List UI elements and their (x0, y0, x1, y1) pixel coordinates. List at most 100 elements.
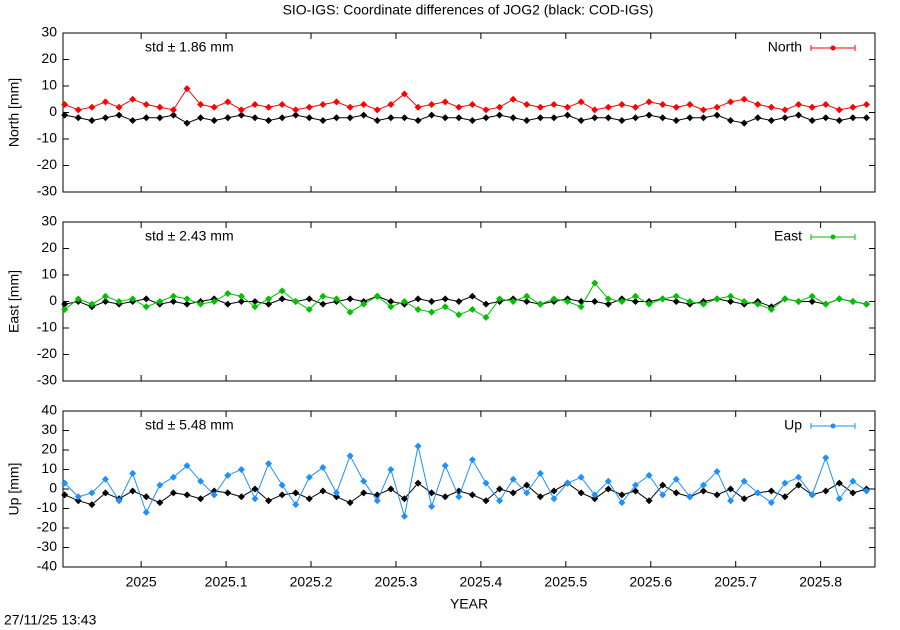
data-point (74, 106, 82, 114)
data-point (767, 103, 775, 111)
data-point (849, 114, 857, 122)
data-point (604, 103, 612, 111)
data-point (822, 101, 830, 109)
data-point (197, 300, 205, 308)
data-point (822, 114, 830, 122)
legend-label: Up (784, 417, 802, 433)
data-point (346, 499, 354, 507)
y-tick-label: 0 (49, 103, 57, 119)
y-tick-label: 20 (41, 441, 57, 457)
data-point (781, 295, 789, 303)
data-point (197, 101, 205, 109)
data-point (210, 103, 218, 111)
data-point (88, 489, 96, 497)
data-point (183, 85, 191, 93)
data-point (686, 114, 694, 122)
data-point (550, 101, 558, 109)
data-point (129, 487, 137, 495)
data-point (101, 475, 109, 483)
data-point (414, 103, 422, 111)
data-point (400, 298, 408, 305)
data-point (523, 116, 531, 124)
data-point (618, 491, 626, 499)
data-point (115, 298, 123, 305)
data-point (305, 295, 313, 303)
data-point (468, 101, 476, 109)
y-tick-label: 30 (41, 24, 57, 40)
data-point (754, 489, 762, 497)
data-point (591, 279, 599, 287)
data-point (686, 493, 694, 501)
x-tick-label: 2025.2 (290, 574, 333, 590)
data-point (237, 493, 245, 501)
data-point (251, 298, 259, 305)
data-point (550, 295, 558, 303)
y-tick-label: 30 (41, 213, 57, 229)
data-point (278, 491, 286, 499)
data-point (672, 103, 680, 111)
data-point (631, 487, 639, 495)
data-point (713, 467, 721, 475)
data-point (455, 493, 463, 501)
data-point (142, 303, 150, 311)
data-point (88, 300, 96, 308)
data-point (767, 499, 775, 507)
data-point (618, 116, 626, 124)
data-point (360, 101, 368, 109)
data-point (129, 116, 137, 124)
data-point (686, 101, 694, 109)
data-point (849, 489, 857, 497)
y-tick-label: 20 (41, 239, 57, 255)
data-point (808, 292, 816, 300)
data-point (849, 103, 857, 111)
data-point (61, 479, 69, 487)
data-point (400, 495, 408, 503)
data-point (387, 298, 395, 305)
data-point (305, 114, 313, 122)
data-point (156, 298, 164, 305)
data-point (156, 114, 164, 122)
data-point (699, 114, 707, 122)
data-point (115, 497, 123, 505)
annotation: std ± 2.43 mm (145, 228, 234, 244)
data-point (169, 489, 177, 497)
y-axis-title: East [mm] (6, 270, 22, 333)
data-point (74, 114, 82, 122)
data-point (305, 305, 313, 313)
x-tick-label: 2025.3 (375, 574, 418, 590)
data-point (523, 101, 531, 109)
data-point (863, 487, 871, 495)
data-point (428, 308, 436, 316)
data-point (414, 116, 422, 124)
data-point (292, 489, 300, 497)
data-point (373, 497, 381, 505)
data-point (74, 497, 82, 505)
data-point (686, 298, 694, 305)
data-point (265, 103, 273, 111)
data-point (441, 303, 449, 311)
data-point (414, 442, 422, 450)
data-point (278, 101, 286, 109)
data-point (604, 114, 612, 122)
data-point (183, 462, 191, 470)
data-point (740, 95, 748, 103)
data-point (645, 111, 653, 119)
data-point (781, 479, 789, 487)
data-point (591, 495, 599, 503)
data-point (659, 101, 667, 109)
data-point (319, 487, 327, 495)
data-point (645, 497, 653, 505)
data-point (781, 114, 789, 122)
data-point (645, 98, 653, 106)
x-tick-label: 2025.1 (205, 574, 248, 590)
data-point (360, 489, 368, 497)
data-point (645, 300, 653, 308)
data-point (428, 111, 436, 119)
data-point (169, 106, 177, 114)
data-point (631, 114, 639, 122)
plot-frame (62, 221, 876, 382)
y-axis-title: Up [mm] (6, 463, 22, 516)
data-point (727, 98, 735, 106)
data-point (101, 292, 109, 300)
data-point (740, 119, 748, 127)
